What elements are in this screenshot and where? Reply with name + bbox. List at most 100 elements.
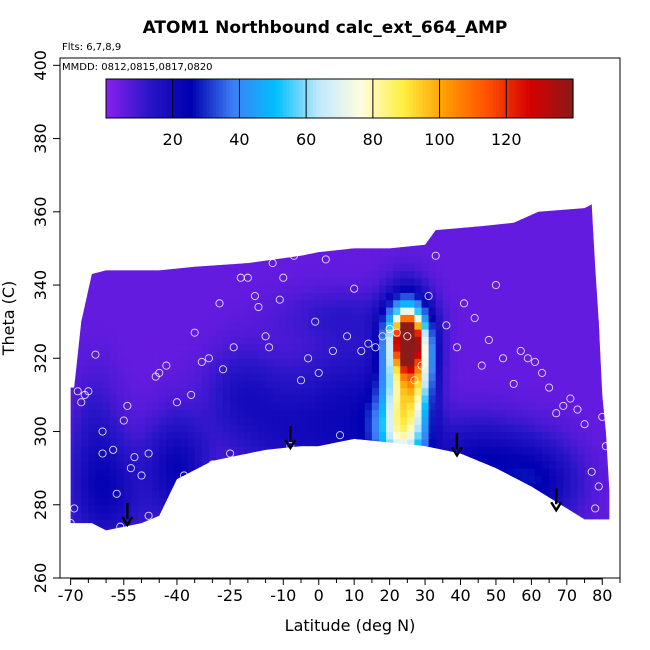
heatmap-cell	[378, 490, 387, 499]
heatmap-cell	[293, 453, 302, 462]
heatmap-cell	[527, 365, 536, 374]
heatmap-cell	[478, 248, 486, 257]
heatmap-cell	[187, 519, 196, 528]
heatmap-cell	[315, 292, 323, 301]
heatmap-cell	[145, 307, 153, 315]
heatmap-cell	[435, 226, 444, 235]
heatmap-cell	[598, 204, 607, 213]
heatmap-cell	[371, 226, 380, 235]
heatmap-cell	[159, 482, 167, 491]
heatmap-cell	[237, 241, 245, 250]
heatmap-cell	[315, 438, 323, 447]
heatmap-cell	[60, 263, 68, 271]
heatmap-cell	[421, 416, 430, 425]
heatmap-cell	[478, 241, 486, 250]
heatmap-cell	[485, 394, 494, 403]
heatmap-cell	[344, 534, 352, 542]
heatmap-cell	[70, 226, 75, 235]
heatmap-cell	[549, 219, 557, 228]
heatmap-cell	[613, 439, 621, 447]
heatmap-cell	[258, 409, 267, 418]
heatmap-cell	[194, 402, 203, 411]
heatmap-cell	[428, 490, 437, 499]
heatmap-cell	[130, 512, 139, 521]
heatmap-cell	[265, 241, 274, 250]
heatmap-cell	[414, 270, 423, 279]
heatmap-cell	[407, 336, 416, 345]
heatmap-cell	[570, 475, 579, 484]
heatmap-cell	[613, 314, 621, 322]
heatmap-cell	[492, 328, 501, 337]
heatmap-cell	[187, 402, 196, 411]
heatmap-cell	[556, 204, 564, 213]
heatmap-cell	[344, 190, 352, 198]
heatmap-cell	[407, 204, 416, 213]
heatmap-cell	[173, 541, 181, 549]
heatmap-cell	[549, 321, 557, 330]
heatmap-cell	[194, 453, 203, 462]
heatmap-cell	[534, 446, 543, 455]
heatmap-cell	[542, 424, 550, 433]
heatmap-cell	[428, 307, 437, 315]
heatmap-cell	[520, 372, 529, 381]
heatmap-cell	[152, 255, 160, 264]
heatmap-cell	[159, 277, 167, 286]
heatmap-cell	[265, 358, 274, 367]
heatmap-cell	[215, 475, 224, 484]
heatmap-cell	[549, 526, 557, 531]
heatmap-cell	[208, 204, 217, 206]
heatmap-cell	[194, 526, 203, 531]
heatmap-cell	[549, 328, 557, 337]
heatmap-cell	[336, 519, 345, 528]
heatmap-cell	[407, 211, 416, 220]
heatmap-cell	[421, 446, 430, 455]
heatmap-cell	[180, 226, 189, 235]
heatmap-cell	[378, 255, 387, 264]
heatmap-cell	[371, 299, 380, 308]
heatmap-cell	[74, 241, 82, 250]
heatmap-cell	[116, 453, 125, 462]
heatmap-cell	[95, 409, 104, 418]
heatmap-cell	[371, 350, 380, 359]
heatmap-cell	[407, 541, 415, 549]
heatmap-cell	[534, 526, 543, 531]
heatmap-cell	[400, 482, 408, 491]
heatmap-cell	[166, 292, 175, 301]
heatmap-cell	[449, 204, 458, 213]
heatmap-cell	[577, 190, 585, 198]
data-point	[123, 401, 132, 410]
heatmap-cell	[286, 255, 295, 264]
heatmap-cell	[123, 460, 132, 469]
heatmap-cell	[456, 263, 465, 271]
heatmap-cell	[223, 241, 231, 250]
heatmap-cell	[549, 424, 557, 433]
heatmap-cell	[244, 409, 252, 418]
heatmap-cell	[272, 204, 281, 213]
heatmap-cell	[499, 336, 508, 345]
heatmap-cell	[279, 285, 288, 293]
heatmap-cell	[195, 541, 203, 549]
heatmap-cell	[230, 460, 238, 469]
colorbar-segment	[296, 79, 301, 118]
heatmap-cell	[527, 490, 536, 499]
heatmap-cell	[542, 204, 550, 213]
heatmap-cell	[435, 409, 444, 418]
colorbar-segment	[186, 79, 190, 118]
heatmap-cell	[471, 541, 479, 549]
heatmap-cell	[371, 490, 380, 499]
heatmap-cell	[542, 365, 550, 374]
heatmap-cell	[414, 541, 422, 549]
heatmap-cell	[577, 424, 586, 433]
heatmap-cell	[442, 255, 451, 264]
heatmap-cell	[230, 519, 238, 528]
heatmap-cell	[556, 321, 564, 330]
heatmap-cell	[478, 255, 486, 264]
heatmap-cell	[520, 512, 529, 521]
heatmap-cell	[456, 504, 465, 513]
heatmap-cell	[159, 497, 167, 506]
heatmap-cell	[542, 233, 550, 242]
heatmap-cell	[584, 292, 593, 301]
heatmap-cell	[371, 292, 380, 301]
heatmap-cell	[208, 211, 217, 220]
heatmap-cell	[499, 424, 508, 433]
